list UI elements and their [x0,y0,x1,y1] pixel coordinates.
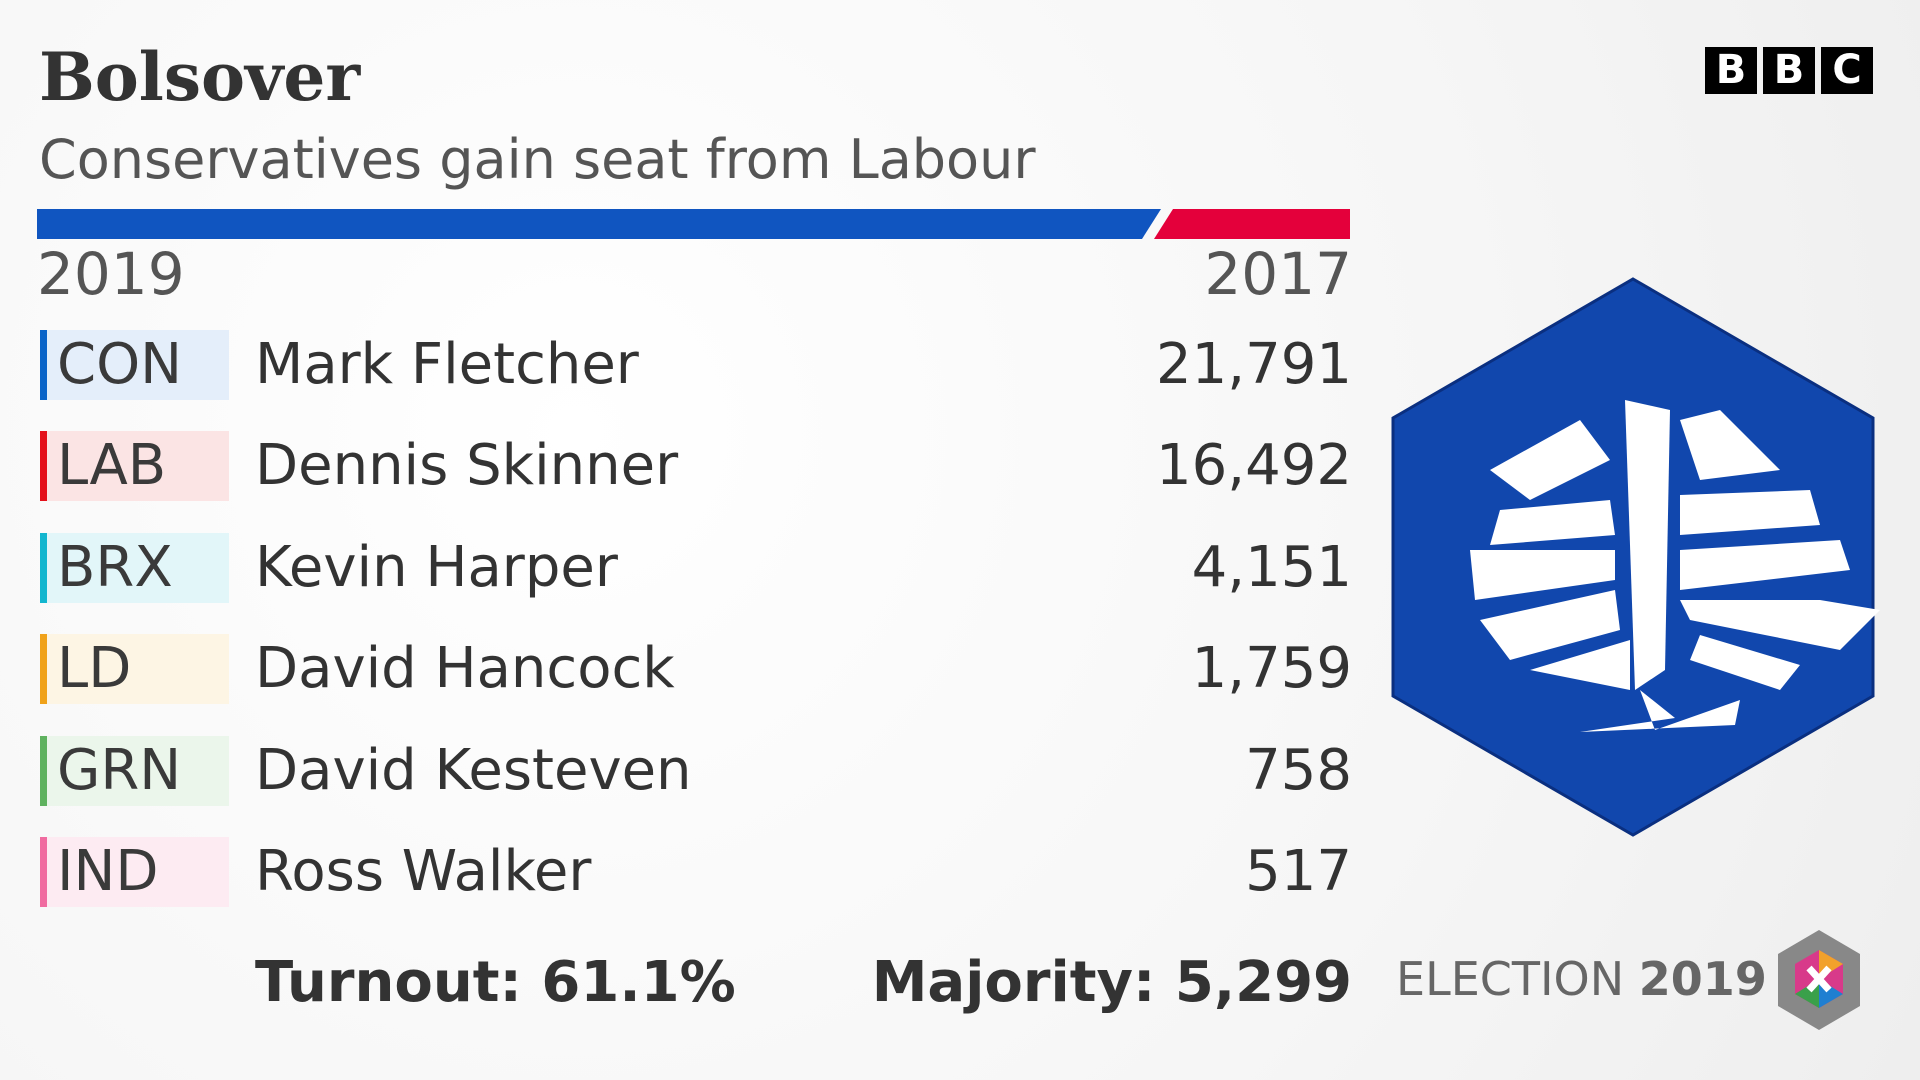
party-stripe [40,431,47,502]
year-right: 2017 [1204,240,1352,308]
party-box [40,330,229,400]
title: Bolsover [39,38,361,116]
result-row: BRX Kevin Harper 4,151 [40,532,1352,603]
candidate-name: Kevin Harper [255,534,618,600]
vote-count: 21,791 [1156,332,1352,397]
party-code: GRN [57,737,182,803]
election-badge [1778,930,1860,1030]
bbc-letter: C [1821,47,1873,94]
result-row: LD David Hancock 1,759 [40,634,1352,705]
election-label: ELECTION 2019 [1396,952,1767,1006]
vote-count: 758 [1245,737,1352,803]
party-stripe [40,837,47,907]
turnout: Turnout: 61.1% [255,950,736,1015]
vote-count: 1,759 [1191,636,1352,702]
bbc-letter: B [1705,47,1757,94]
vote-count: 517 [1245,839,1352,904]
party-box [40,532,229,603]
result-row: CON Mark Fletcher 21,791 [40,330,1352,400]
election-word: ELECTION [1396,952,1625,1006]
candidate-name: Ross Walker [255,839,592,904]
party-code: LAB [57,433,167,499]
candidate-name: David Hancock [255,636,675,702]
tree-logo [1470,400,1880,732]
bbc-letter: B [1763,47,1815,94]
election-year: 2019 [1638,952,1767,1006]
loser-bar [1154,209,1350,239]
subtitle: Conservatives gain seat from Labour [39,128,1036,191]
year-left: 2019 [37,240,185,308]
result-row: GRN David Kesteven 758 [40,735,1352,806]
gain-bar [37,209,1350,239]
result-row: LAB Dennis Skinner 16,492 [40,431,1352,502]
party-logo [1391,277,1880,837]
party-box [40,735,229,806]
party-stripe [40,330,47,400]
majority: Majority: 5,299 [871,950,1352,1015]
badge-x [1806,965,1832,993]
candidate-name: David Kesteven [255,737,692,803]
party-stripe [40,735,47,806]
party-stripe [40,532,47,603]
vote-count: 16,492 [1156,433,1352,499]
party-box [40,837,229,907]
vote-count: 4,151 [1191,534,1352,600]
winner-bar [37,209,1161,239]
candidate-name: Dennis Skinner [255,433,679,499]
candidate-name: Mark Fletcher [255,332,639,397]
party-box [40,431,229,502]
party-box [40,634,229,705]
result-row: IND Ross Walker 517 [40,837,1352,907]
party-code: CON [57,332,183,397]
party-code: IND [57,839,159,904]
party-code: BRX [57,534,173,600]
party-stripe [40,634,47,705]
party-code: LD [57,636,132,702]
